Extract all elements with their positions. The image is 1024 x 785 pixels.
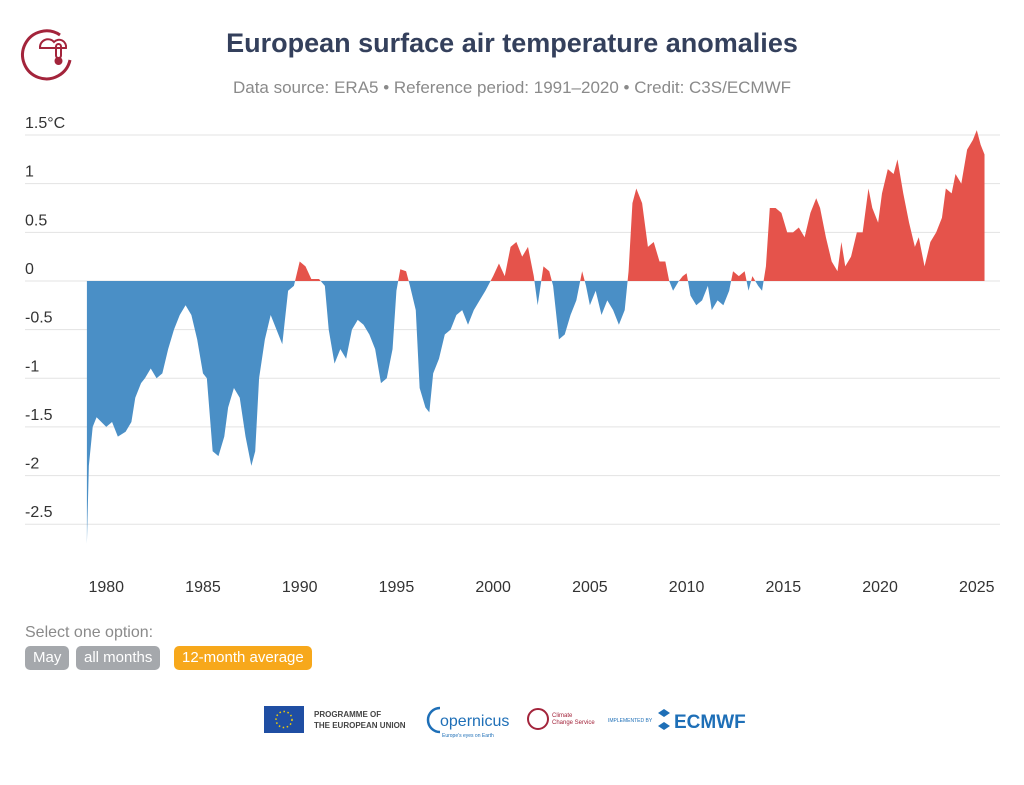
option-button[interactable]: May [25, 646, 70, 670]
option-button[interactable]: all months [76, 646, 161, 670]
x-tick-label: 2015 [766, 579, 802, 596]
x-tick-label: 1985 [185, 579, 221, 596]
y-tick-label: -1.5 [25, 407, 53, 424]
x-tick-label: 1980 [88, 579, 124, 596]
x-tick-label: 2000 [475, 579, 511, 596]
area-negative [86, 280, 985, 544]
c3s-text: Climate Change Service [552, 713, 595, 726]
eu-flag [264, 706, 304, 733]
y-tick-label: 1.5°C [25, 115, 65, 132]
ecmwf-logo: ECMWF [674, 712, 746, 733]
y-tick-label: -1 [25, 358, 39, 375]
select-prompt: Select one option: [25, 624, 154, 641]
x-tick-label: 2005 [572, 579, 608, 596]
chart-title: European surface air temperature anomali… [226, 28, 798, 58]
copernicus-tagline: Europe's eyes on Earth [442, 733, 494, 739]
area-positive [295, 130, 985, 281]
x-tick-label: 2025 [959, 579, 995, 596]
y-tick-label: -2.5 [25, 504, 53, 521]
y-tick-label: 0 [25, 261, 34, 278]
y-tick-label: -2 [25, 456, 39, 473]
footer: PROGRAMME OF THE EUROPEAN UNION opernicus… [264, 706, 746, 739]
y-tick-label: -0.5 [25, 310, 53, 327]
x-tick-label: 1990 [282, 579, 318, 596]
chart-subtitle: Data source: ERA5 • Reference period: 19… [233, 78, 791, 97]
y-tick-label: 1 [25, 164, 34, 181]
implemented-by: IMPLEMENTED BY [608, 718, 653, 724]
x-tick-label: 2010 [669, 579, 705, 596]
y-tick-label: 0.5 [25, 212, 47, 229]
x-tick-label: 1995 [379, 579, 415, 596]
chart: European surface air temperature anomali… [21, 28, 1000, 596]
copernicus-logo: opernicus [440, 713, 509, 730]
eu-text: PROGRAMME OF THE EUROPEAN UNION [314, 710, 406, 730]
x-tick-label: 2020 [862, 579, 898, 596]
option-button[interactable]: 12-month average [174, 646, 312, 670]
logo [21, 29, 72, 81]
